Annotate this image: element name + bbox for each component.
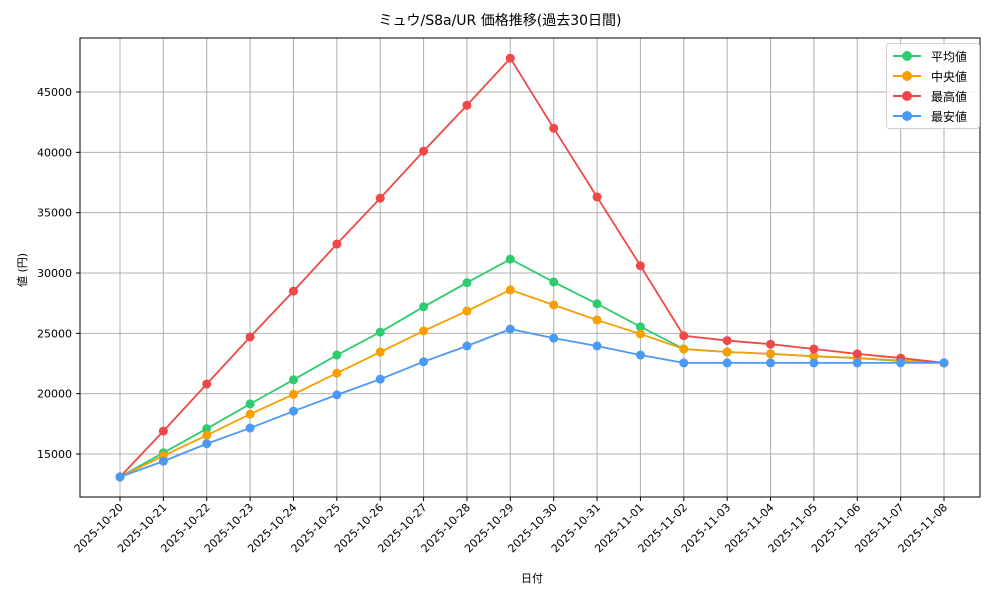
data-point <box>679 331 689 341</box>
data-point <box>722 347 732 357</box>
data-point <box>505 285 515 295</box>
data-point <box>462 278 472 288</box>
data-point <box>722 336 732 346</box>
legend-item: 中央値 <box>887 66 979 86</box>
data-point <box>549 123 559 133</box>
grid-lines <box>80 38 980 497</box>
data-point <box>679 358 689 368</box>
data-point <box>896 358 906 368</box>
legend-marker-icon <box>893 50 921 62</box>
legend-item: 平均値 <box>887 46 979 66</box>
data-point <box>202 439 212 449</box>
data-point <box>592 341 602 351</box>
data-point <box>766 339 776 349</box>
series-2 <box>115 53 949 482</box>
data-point <box>332 239 342 249</box>
data-point <box>375 327 385 337</box>
data-point <box>635 261 645 271</box>
data-point <box>202 424 212 434</box>
data-point <box>592 192 602 202</box>
data-point <box>766 358 776 368</box>
data-point <box>115 472 125 482</box>
data-point <box>375 193 385 203</box>
data-point <box>158 456 168 466</box>
data-point <box>375 347 385 357</box>
data-point <box>549 277 559 287</box>
data-point <box>852 358 862 368</box>
series-3 <box>115 324 949 482</box>
data-point <box>245 409 255 419</box>
data-point <box>332 390 342 400</box>
data-point <box>202 379 212 389</box>
data-point <box>592 315 602 325</box>
legend: 平均値中央値最高値最安値 <box>886 43 980 129</box>
data-point <box>288 375 298 385</box>
data-point <box>549 300 559 310</box>
x-axis-ticks: 2025-10-202025-10-212025-10-222025-10-23… <box>72 497 950 555</box>
data-point <box>505 53 515 63</box>
data-point <box>852 349 862 359</box>
data-point <box>809 358 819 368</box>
series-1 <box>115 285 949 482</box>
legend-label: 最安値 <box>931 109 968 124</box>
y-tick-label: 35000 <box>37 207 72 220</box>
data-point <box>245 332 255 342</box>
data-series <box>115 53 949 482</box>
legend-marker-icon <box>893 90 921 102</box>
data-point <box>158 426 168 436</box>
data-point <box>288 406 298 416</box>
data-point <box>679 344 689 354</box>
legend-item: 最高値 <box>887 86 979 106</box>
data-point <box>419 326 429 336</box>
data-point <box>722 358 732 368</box>
data-point <box>288 389 298 399</box>
data-point <box>505 254 515 264</box>
legend-label: 中央値 <box>931 69 968 84</box>
x-axis-label: 日付 <box>521 572 543 585</box>
y-tick-label: 25000 <box>37 327 72 340</box>
data-point <box>332 350 342 360</box>
data-point <box>419 146 429 156</box>
y-tick-label: 30000 <box>37 267 72 280</box>
legend-label: 平均値 <box>931 49 968 64</box>
data-point <box>809 344 819 354</box>
legend-marker-icon <box>893 110 921 122</box>
data-point <box>635 322 645 332</box>
data-point <box>375 374 385 384</box>
data-point <box>245 399 255 409</box>
data-point <box>419 357 429 367</box>
data-point <box>505 324 515 334</box>
data-point <box>202 430 212 440</box>
data-point <box>635 350 645 360</box>
data-point <box>766 349 776 359</box>
data-point <box>462 341 472 351</box>
data-point <box>245 423 255 433</box>
plot-frame <box>79 37 981 498</box>
legend-item: 最安値 <box>887 106 979 126</box>
data-point <box>592 299 602 309</box>
data-point <box>809 351 819 361</box>
y-tick-label: 20000 <box>37 388 72 401</box>
y-axis-ticks: 15000 20000 25000 30000 35000 40000 45000 <box>37 86 80 461</box>
data-point <box>332 368 342 378</box>
series-0 <box>115 254 949 482</box>
data-point <box>462 306 472 316</box>
y-tick-label: 45000 <box>37 86 72 99</box>
data-point <box>939 358 949 368</box>
data-point <box>549 333 559 343</box>
data-point <box>462 100 472 110</box>
y-tick-label: 15000 <box>37 448 72 461</box>
y-axis-label: 値 (円) <box>16 253 29 287</box>
data-point <box>635 329 645 339</box>
chart-title: ミュウ/S8a/UR 価格推移(過去30日間) <box>378 13 622 29</box>
legend-marker-icon <box>893 70 921 82</box>
data-point <box>288 286 298 296</box>
data-point <box>419 302 429 312</box>
y-tick-label: 40000 <box>37 146 72 159</box>
legend-label: 最高値 <box>931 89 968 104</box>
